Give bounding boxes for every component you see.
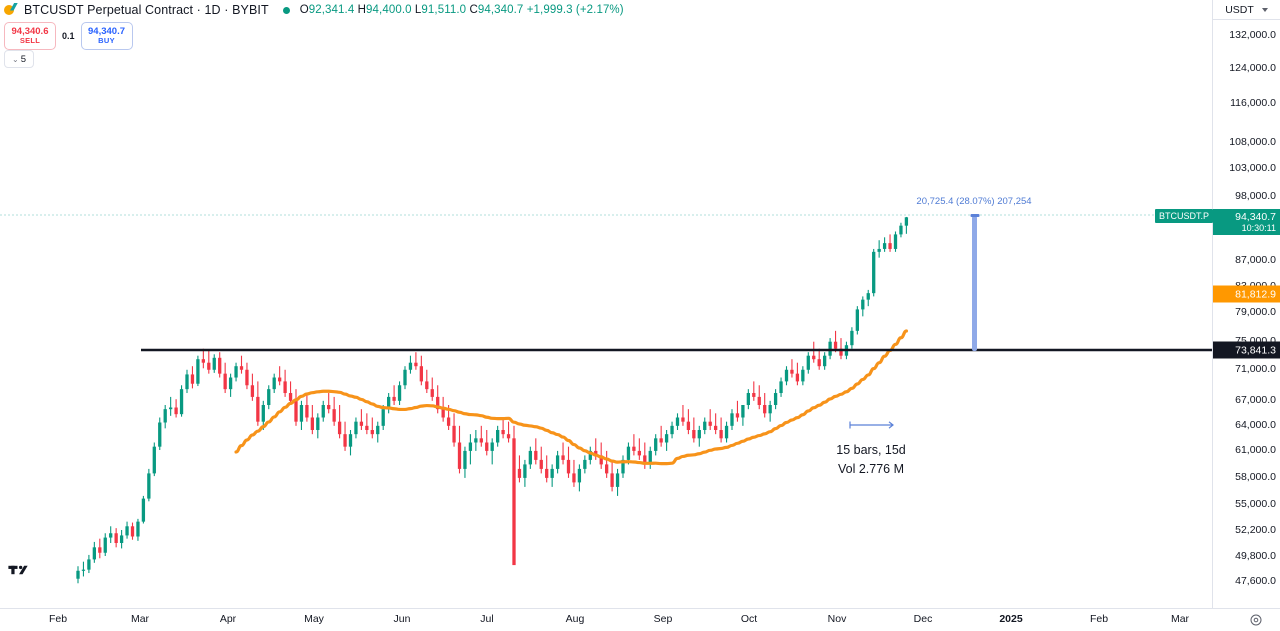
price-axis-tick: 58,000.0 <box>1235 471 1276 483</box>
measurement-label: 20,725.4 (28.07%) 207,254 <box>916 196 1032 207</box>
sell-button[interactable]: 94,340.6 SELL <box>4 22 56 50</box>
ohlc-values: O92,341.4 H94,400.0 L91,511.0 C94,340.7 … <box>300 4 624 16</box>
ohlc-high-value: 94,400.0 <box>366 4 412 16</box>
time-axis-tick: Nov <box>827 613 847 625</box>
currency-unit-label: USDT <box>1225 3 1254 16</box>
price-plot <box>0 214 1213 584</box>
ohlc-open-label: O <box>299 4 309 16</box>
last-price-value: 94,340.7 <box>1235 210 1276 223</box>
time-axis-tick: Jun <box>393 613 411 625</box>
time-axis-tick: 2025 <box>999 613 1023 625</box>
leverage-selector[interactable]: ⌄ 5 <box>4 50 34 68</box>
ohlc-low-value: 91,511.0 <box>421 4 467 16</box>
ohlc-close-label: C <box>469 4 478 16</box>
change-percent: (+2.17%) <box>575 4 624 16</box>
buy-label: BUY <box>98 36 115 46</box>
price-axis-tick: 67,000.0 <box>1235 394 1276 406</box>
time-axis-tick: Mar <box>1170 613 1190 625</box>
order-entry-widget: 94,340.6 SELL 0.1 94,340.7 BUY <box>4 22 133 50</box>
chart-legend: BTCUSDT Perpetual Contract · 1D · BYBIT … <box>0 0 1217 20</box>
bybit-logo-icon <box>4 2 19 18</box>
price-axis-tick: 116,000.0 <box>1230 97 1276 109</box>
time-axis-tick: Dec <box>913 613 933 625</box>
bars-count-text: 15 bars, 15d <box>836 443 906 457</box>
time-axis-tick: Oct <box>740 613 758 625</box>
chevron-down-icon <box>1261 7 1268 12</box>
price-axis[interactable]: USDT 132,000.0 124,000.0 116,000.0 108,000.… <box>1212 0 1280 609</box>
moving-average-value: 81,812.9 <box>1235 288 1276 300</box>
order-quantity[interactable]: 0.1 <box>62 31 75 41</box>
symbol-title[interactable]: BTCUSDT Perpetual Contract · 1D · BYBIT <box>24 3 269 17</box>
bars-volume-note: 15 bars, 15d Vol 2.776 M <box>836 441 906 480</box>
price-axis-tick: 47,600.0 <box>1235 575 1276 587</box>
time-axis-tick: Feb <box>48 613 68 625</box>
price-axis-tick: 108,000.0 <box>1229 136 1276 148</box>
market-status-dot-icon <box>282 6 290 14</box>
chart-pane[interactable]: 20,725.4 (28.07%) 207,254 15 bars, 15d V… <box>0 0 1213 609</box>
time-axis-tick: May <box>304 613 324 625</box>
ohlc-close-value: 94,340.7 <box>477 4 524 16</box>
moving-average-price-badge[interactable]: 81,812.9 <box>1213 285 1280 303</box>
chevron-down-icon: ⌄ <box>12 54 19 64</box>
buy-button[interactable]: 94,340.7 BUY <box>80 22 133 50</box>
currency-unit-selector[interactable]: USDT <box>1213 0 1280 20</box>
time-axis-tick: Feb <box>1089 613 1109 625</box>
buy-price: 94,340.7 <box>88 26 125 38</box>
leverage-value: 5 <box>20 53 26 65</box>
change-absolute: +1,999.3 <box>526 4 573 16</box>
ohlc-low-label: L <box>414 4 422 16</box>
last-price-badge[interactable]: 94,340.7 10:30:11 <box>1213 209 1280 235</box>
price-axis-tick: 98,000.0 <box>1235 190 1276 202</box>
price-axis-tick: 79,000.0 <box>1235 306 1276 318</box>
measurement-bar[interactable] <box>972 216 977 351</box>
sell-price: 94,340.6 <box>11 26 49 38</box>
price-axis-tick: 64,000.0 <box>1235 419 1276 431</box>
price-axis-tick: 52,200.0 <box>1235 524 1276 536</box>
bars-range-arrow-icon <box>849 421 894 429</box>
price-axis-tick: 124,000.0 <box>1229 62 1276 74</box>
horizontal-line-price-badge[interactable]: 73,841.3 <box>1213 341 1280 359</box>
time-axis-tick: Sep <box>653 613 673 625</box>
symbol-price-badge: BTCUSDT.P <box>1154 209 1213 223</box>
horizontal-line-value: 73,841.3 <box>1235 344 1276 356</box>
time-axis[interactable]: Feb Mar Apr May Jun Jul Aug Sep Oct Nov Dec 2025 Feb… <box>0 608 1280 631</box>
time-axis-tick: Mar <box>130 613 150 625</box>
measurement-top-cap-icon <box>970 214 979 217</box>
ohlc-high-label: H <box>357 4 367 16</box>
price-axis-tick: 103,000.0 <box>1229 162 1276 174</box>
price-axis-tick: 49,800.0 <box>1235 550 1276 562</box>
axis-settings-cog-icon[interactable] <box>1250 614 1262 626</box>
price-axis-tick: 61,000.0 <box>1235 444 1276 456</box>
price-axis-tick: 132,000.0 <box>1229 29 1276 41</box>
price-axis-tick: 71,000.0 <box>1235 363 1276 375</box>
ohlc-open-value: 92,341.4 <box>308 4 355 16</box>
price-axis-tick: 55,000.0 <box>1235 498 1276 510</box>
price-axis-tick: 87,000.0 <box>1235 254 1276 266</box>
tradingview-logo-icon <box>8 565 28 575</box>
sell-label: SELL <box>19 36 41 46</box>
time-axis-tick: Aug <box>565 613 585 625</box>
time-axis-tick: Jul <box>480 613 494 625</box>
last-price-countdown: 10:30:11 <box>1241 222 1276 233</box>
time-axis-tick: Apr <box>219 613 237 625</box>
symbol-badge-label: BTCUSDT.P <box>1158 211 1209 221</box>
volume-text: Vol 2.776 M <box>837 462 904 477</box>
